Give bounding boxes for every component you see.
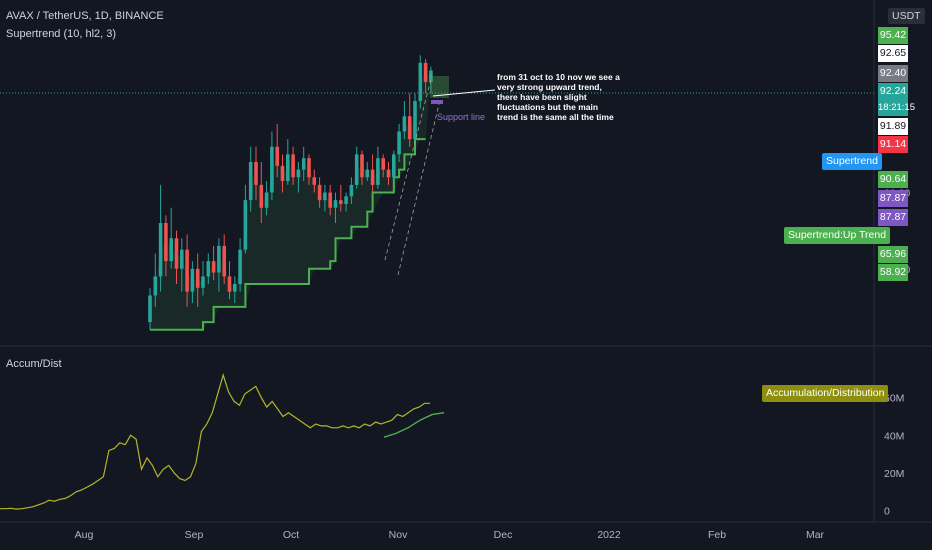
candle-body: [280, 165, 285, 182]
candle-body: [333, 200, 338, 208]
support-marker: [431, 100, 443, 104]
annotation-note: from 31 oct to 10 nov we see a very stro…: [497, 72, 620, 122]
candle-body: [248, 162, 253, 201]
candle-body: [211, 261, 216, 273]
candle-body: [365, 169, 370, 178]
candle-body: [195, 268, 200, 288]
candle-body: [360, 154, 364, 178]
candle-body: [222, 245, 226, 277]
time-tick-label: Nov: [389, 529, 408, 541]
ad-tick-label: 0: [884, 506, 890, 518]
candle-body: [370, 169, 375, 185]
time-tick-label: Sep: [185, 529, 204, 541]
candle-body: [376, 158, 380, 185]
annotation-arrow: [432, 89, 496, 97]
candle-body: [423, 62, 428, 82]
currency-button[interactable]: USDT: [888, 8, 925, 24]
supertrend-legend: Supertrend (10, hl2, 3): [6, 28, 117, 40]
support-label: Support line: [437, 112, 486, 122]
price-tag: 18:21:15: [878, 99, 915, 116]
candle-body: [354, 154, 359, 185]
accum-dist-ma-line: [383, 412, 445, 438]
candle-body: [264, 192, 269, 208]
candle-body: [402, 116, 407, 132]
candle-body: [413, 101, 417, 140]
channel-line-upper: [384, 74, 433, 261]
candle-body: [206, 261, 211, 277]
candle-body: [392, 154, 396, 178]
price-tag: 95.42: [878, 27, 908, 44]
candle-body: [158, 223, 163, 277]
candle-body: [328, 192, 332, 208]
candle-body: [148, 295, 152, 323]
candle-body: [227, 276, 232, 292]
candle-body: [286, 154, 290, 182]
accum-dist-label: Accumulation/Distribution: [762, 385, 889, 402]
candle-body: [344, 196, 348, 204]
ad-tick-label: 20M: [884, 468, 904, 480]
candle-body: [275, 146, 279, 166]
candle-body: [323, 192, 327, 201]
price-tag: 87.87: [878, 209, 908, 226]
candle-body: [301, 158, 306, 170]
channel-line-lower: [397, 99, 441, 276]
time-tick-label: Mar: [806, 529, 825, 541]
price-tag: 92.40: [878, 65, 908, 82]
time-tick-label: Dec: [494, 529, 513, 541]
candle-body: [418, 62, 423, 101]
candle-body: [407, 116, 412, 140]
accum-dist-line: [0, 373, 430, 510]
candle-body: [233, 284, 237, 292]
candle-body: [190, 268, 195, 292]
price-tag: 90.64: [878, 171, 908, 188]
price-tag: 65.96: [878, 246, 908, 263]
candle-body: [254, 162, 258, 185]
price-tag: 87.87: [878, 190, 908, 207]
candle-body: [312, 177, 317, 185]
candle-body: [270, 146, 274, 193]
price-tag: 92.65: [878, 45, 908, 62]
candle-body: [201, 276, 205, 288]
price-tag: 92.24: [878, 83, 908, 100]
highlight-box: [430, 76, 449, 98]
price-tag: 91.14: [878, 136, 908, 153]
candle-body: [307, 158, 311, 178]
time-tick-label: 2022: [597, 529, 621, 541]
time-tick-label: Aug: [75, 529, 94, 541]
supertrend-line: [150, 138, 426, 331]
candle-body: [174, 238, 179, 269]
candle-body: [296, 169, 301, 178]
symbol-title: AVAX / TetherUS, 1D, BINANCE: [6, 10, 164, 22]
candle-body: [238, 249, 242, 284]
supertrend-up-label: Supertrend:Up Trend: [784, 227, 891, 244]
price-tag: 91.89: [878, 118, 908, 135]
candle-body: [153, 276, 158, 296]
candle-body: [386, 169, 391, 178]
ad-tick-label: 60M: [884, 393, 904, 405]
candle-body: [185, 249, 189, 292]
candle-body: [217, 245, 221, 273]
candle-body: [259, 184, 264, 208]
candle-body: [397, 131, 401, 155]
time-tick-label: Oct: [283, 529, 299, 541]
ad-tick-label: 40M: [884, 430, 904, 442]
candle-body: [339, 200, 343, 204]
supertrend-label: Supertrend: [822, 153, 882, 170]
candle-body: [169, 238, 173, 262]
candle-body: [164, 223, 168, 262]
candle-body: [429, 70, 433, 82]
time-tick-label: Feb: [708, 529, 726, 541]
candle-body: [291, 154, 295, 178]
candle-body: [317, 184, 322, 201]
candle-body: [381, 158, 385, 170]
candle-body: [349, 184, 354, 197]
price-tag: 58.92: [878, 264, 908, 281]
candle-body: [180, 249, 184, 269]
candle-body: [243, 200, 248, 250]
accum-dist-legend: Accum/Dist: [6, 358, 62, 370]
